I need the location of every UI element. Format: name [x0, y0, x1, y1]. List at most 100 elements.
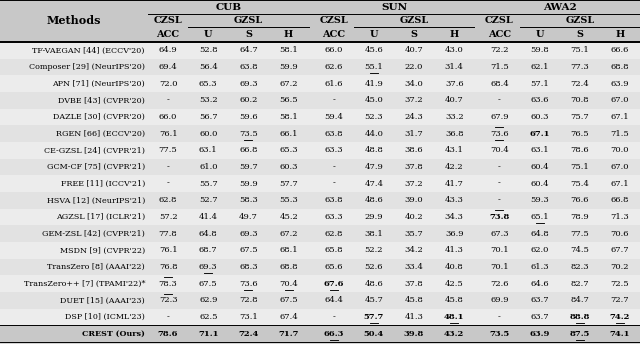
Text: 76.6: 76.6: [570, 196, 589, 204]
Text: 65.8: 65.8: [324, 246, 343, 254]
Text: 56.5: 56.5: [279, 96, 298, 104]
Text: H: H: [284, 30, 293, 39]
Text: 57.2: 57.2: [159, 213, 177, 221]
Text: DVBE [43] (CVPR'20): DVBE [43] (CVPR'20): [58, 96, 145, 104]
Text: 71.7: 71.7: [278, 330, 299, 338]
Text: 52.8: 52.8: [199, 46, 218, 54]
Text: 88.8: 88.8: [570, 313, 590, 321]
Text: 45.6: 45.6: [365, 46, 383, 54]
Text: S: S: [245, 30, 252, 39]
Bar: [0, 125, 640, 142]
Text: 77.3: 77.3: [570, 63, 589, 71]
Text: 68.3: 68.3: [239, 263, 258, 271]
Text: 60.4: 60.4: [531, 180, 549, 188]
Text: Methods: Methods: [47, 15, 101, 26]
Text: U: U: [370, 30, 378, 39]
Text: 69.4: 69.4: [159, 63, 177, 71]
Text: 68.1: 68.1: [279, 246, 298, 254]
Text: 63.8: 63.8: [324, 196, 343, 204]
Text: 78.9: 78.9: [570, 213, 589, 221]
Text: 72.4: 72.4: [570, 80, 589, 88]
Text: 40.8: 40.8: [445, 263, 463, 271]
Text: 44.0: 44.0: [364, 130, 383, 138]
Text: 66.8: 66.8: [611, 196, 629, 204]
Text: 43.1: 43.1: [445, 146, 464, 154]
Text: CE-GZSL [24] (CVPR'21): CE-GZSL [24] (CVPR'21): [44, 146, 145, 154]
Text: 57.7: 57.7: [364, 313, 384, 321]
Text: 75.1: 75.1: [570, 46, 589, 54]
Text: 72.8: 72.8: [239, 296, 258, 304]
Text: 64.7: 64.7: [239, 46, 258, 54]
Text: 69.3: 69.3: [199, 263, 218, 271]
Text: 58.1: 58.1: [279, 46, 298, 54]
Text: 73.8: 73.8: [489, 213, 509, 221]
Text: 40.7: 40.7: [445, 96, 463, 104]
Text: 75.7: 75.7: [570, 113, 589, 121]
Text: 67.7: 67.7: [611, 246, 629, 254]
Text: 72.4: 72.4: [238, 330, 259, 338]
Text: 67.2: 67.2: [279, 230, 298, 238]
Text: 59.7: 59.7: [239, 163, 258, 171]
Text: AGZSL [17] (ICLR'21): AGZSL [17] (ICLR'21): [56, 213, 145, 221]
Text: 70.0: 70.0: [611, 146, 629, 154]
Text: 68.7: 68.7: [199, 246, 218, 254]
Text: U: U: [535, 30, 544, 39]
Text: 41.4: 41.4: [199, 213, 218, 221]
Text: 68.4: 68.4: [490, 80, 509, 88]
Text: 70.6: 70.6: [611, 230, 629, 238]
Text: 24.3: 24.3: [404, 113, 424, 121]
Text: 67.9: 67.9: [490, 113, 509, 121]
Text: 74.2: 74.2: [610, 313, 630, 321]
Text: 65.1: 65.1: [531, 213, 549, 221]
Bar: [0, 92, 640, 109]
Text: 50.4: 50.4: [364, 330, 384, 338]
Text: -: -: [332, 313, 335, 321]
Text: 75.4: 75.4: [570, 180, 589, 188]
Text: 72.2: 72.2: [490, 46, 509, 54]
Text: 68.8: 68.8: [611, 63, 629, 71]
Text: 69.9: 69.9: [490, 296, 509, 304]
Bar: [0, 0, 640, 42]
Text: 64.4: 64.4: [324, 296, 343, 304]
Text: ACC: ACC: [322, 30, 346, 39]
Text: APN [71] (NeurIPS'20): APN [71] (NeurIPS'20): [52, 80, 145, 88]
Text: 36.8: 36.8: [445, 130, 463, 138]
Text: ACC: ACC: [157, 30, 180, 39]
Text: 75.1: 75.1: [570, 163, 589, 171]
Text: -: -: [498, 96, 501, 104]
Text: 67.5: 67.5: [279, 296, 298, 304]
Text: RGEN [66] (ECCV'20): RGEN [66] (ECCV'20): [56, 130, 145, 138]
Text: 38.6: 38.6: [404, 146, 424, 154]
Text: 56.4: 56.4: [199, 63, 218, 71]
Text: 62.8: 62.8: [324, 230, 343, 238]
Text: DSP [10] (ICML'23): DSP [10] (ICML'23): [65, 313, 145, 321]
Text: 37.2: 37.2: [404, 96, 424, 104]
Text: 34.3: 34.3: [445, 213, 464, 221]
Text: 77.8: 77.8: [159, 230, 177, 238]
Text: 59.3: 59.3: [530, 196, 549, 204]
Text: 70.4: 70.4: [490, 146, 509, 154]
Text: 62.5: 62.5: [199, 313, 218, 321]
Bar: [0, 142, 640, 159]
Text: SUN: SUN: [381, 2, 407, 11]
Text: 73.1: 73.1: [239, 313, 258, 321]
Text: 78.3: 78.3: [159, 280, 177, 288]
Text: 52.3: 52.3: [365, 113, 383, 121]
Text: 70.4: 70.4: [279, 280, 298, 288]
Text: 73.5: 73.5: [239, 130, 258, 138]
Text: 84.7: 84.7: [570, 296, 589, 304]
Text: 59.9: 59.9: [279, 63, 298, 71]
Text: 67.0: 67.0: [611, 96, 629, 104]
Text: 37.8: 37.8: [404, 163, 424, 171]
Text: 60.0: 60.0: [199, 130, 218, 138]
Text: 71.5: 71.5: [611, 130, 629, 138]
Text: 67.1: 67.1: [529, 130, 550, 138]
Text: 55.1: 55.1: [365, 63, 383, 71]
Text: ACC: ACC: [488, 30, 511, 39]
Text: CZSL: CZSL: [485, 16, 514, 25]
Bar: [0, 192, 640, 209]
Text: 77.5: 77.5: [159, 146, 177, 154]
Bar: [0, 325, 640, 342]
Text: 76.1: 76.1: [159, 130, 177, 138]
Text: 65.6: 65.6: [324, 263, 343, 271]
